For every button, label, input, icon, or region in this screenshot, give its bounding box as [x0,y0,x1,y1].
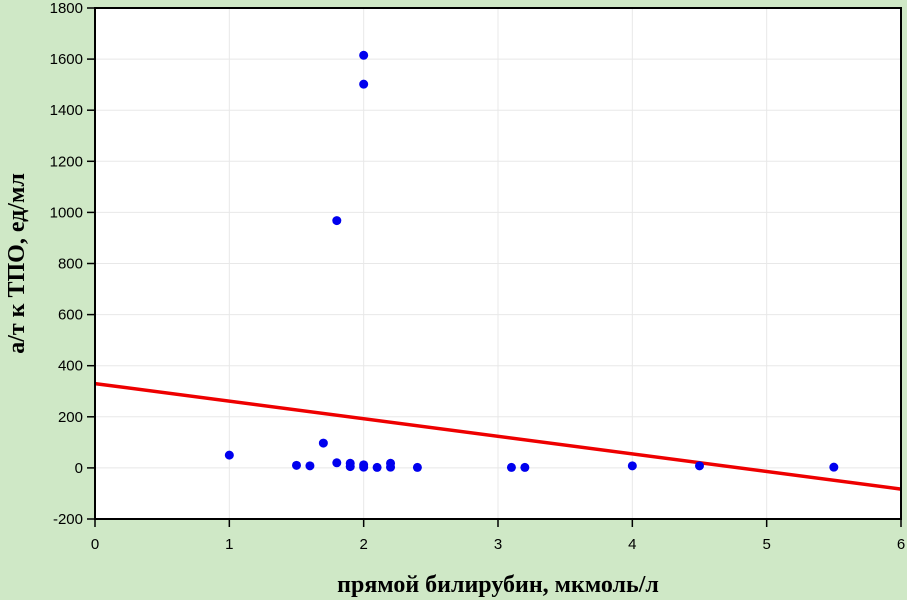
y-tick-label: 800 [58,256,83,273]
x-axis-title: прямой билирубин, мкмоль/л [337,572,659,598]
data-point [695,461,704,471]
data-point [292,460,301,470]
regression-line [94,381,902,491]
x-tick-label: 2 [359,536,367,553]
data-point [412,462,422,472]
x-tick-label: 5 [762,536,770,553]
y-tick-label: 1000 [50,204,83,221]
y-tick-label: 400 [58,358,83,375]
y-tick-label: -200 [53,511,83,528]
x-tick-label: 6 [897,536,905,553]
data-point [332,458,342,468]
data-point [359,50,369,60]
x-axis-ticks: 0 1 2 3 4 5 6 [91,519,905,553]
y-tick-label: 1200 [50,153,83,170]
data-point [359,462,369,472]
y-axis-title: а/т к ТПО, ед/мл [4,173,30,354]
data-point [829,462,839,472]
data-point [372,462,382,472]
y-axis-ticks: -200 0 200 400 600 800 1000 1200 1400 1600 1800 [50,0,95,528]
data-point [224,450,234,460]
plot-frame [94,7,902,520]
y-tick-label: 1400 [50,102,83,119]
x-tick-label: 1 [225,536,233,553]
x-tick-label: 0 [91,536,99,553]
y-tick-label: 200 [58,409,83,426]
y-tick-label: 1600 [50,51,83,68]
data-points [224,50,839,472]
x-tick-label: 3 [494,536,502,553]
data-point [386,462,396,472]
data-point [520,462,530,472]
data-point [506,462,516,472]
y-tick-label: 600 [58,307,83,324]
data-point [627,461,637,471]
x-tick-label: 4 [628,536,636,553]
data-point [318,438,328,448]
data-point [332,216,342,226]
data-point [359,79,369,89]
y-tick-label: 0 [75,460,83,477]
regression-line-group [94,381,902,491]
y-tick-label: 1800 [50,0,83,17]
data-point [345,462,355,472]
data-point [305,461,315,471]
